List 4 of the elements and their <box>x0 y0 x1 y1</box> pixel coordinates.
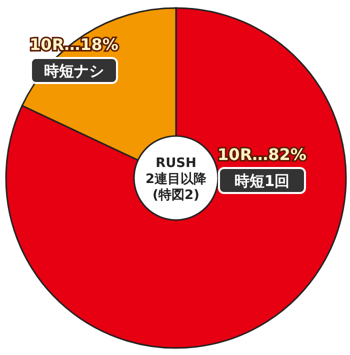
text: RUSH 2連目以降 (特図2) <box>145 156 208 203</box>
slice-label: 時短ナシ <box>44 62 104 80</box>
slice-label: 時短1回 <box>234 172 290 190</box>
data-label: 10R…82% <box>218 145 306 164</box>
